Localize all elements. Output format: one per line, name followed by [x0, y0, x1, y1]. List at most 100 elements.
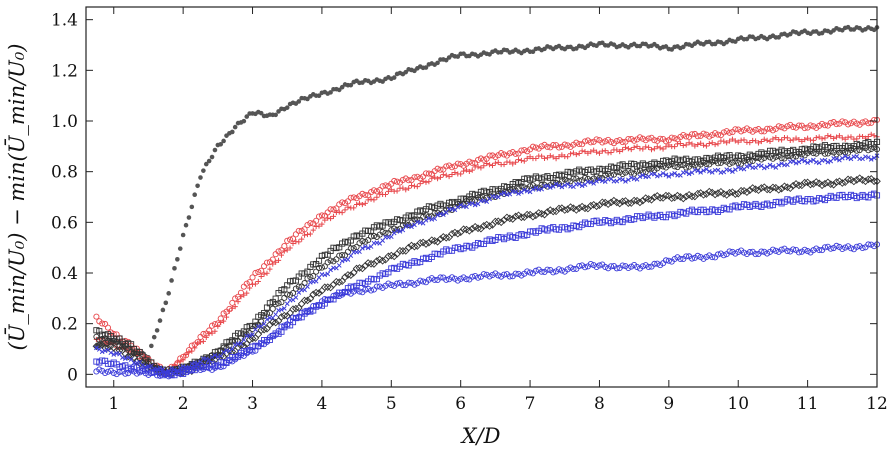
data-point	[795, 181, 803, 190]
data-point	[324, 209, 331, 216]
data-point	[608, 149, 614, 156]
data-point	[478, 165, 484, 171]
data-point	[599, 139, 606, 146]
data-point	[790, 123, 797, 131]
data-point	[110, 337, 117, 344]
data-point	[95, 340, 104, 349]
data-point	[203, 161, 209, 167]
data-point	[284, 237, 291, 244]
data-point	[717, 250, 724, 257]
data-point	[767, 162, 773, 168]
data-point	[453, 229, 462, 238]
data-point	[532, 184, 539, 191]
data-point	[831, 135, 837, 142]
data-point	[370, 232, 378, 240]
data-point	[518, 147, 525, 154]
data-point	[524, 268, 531, 275]
data-point	[547, 153, 553, 159]
data-point	[448, 229, 456, 238]
data-point	[410, 242, 419, 251]
data-point	[505, 214, 514, 223]
data-point	[361, 261, 370, 270]
data-point	[769, 246, 776, 253]
x-axis-label: X/D	[460, 424, 501, 448]
data-point	[759, 163, 764, 169]
data-point	[443, 163, 450, 170]
data-point	[246, 347, 253, 354]
data-point	[226, 308, 232, 314]
data-point	[330, 213, 337, 219]
data-point	[373, 257, 381, 265]
data-point	[266, 309, 273, 316]
data-point	[466, 196, 473, 203]
data-point	[432, 174, 438, 180]
data-point	[842, 153, 848, 159]
data-point	[422, 170, 430, 177]
data-point	[735, 248, 742, 256]
data-point	[289, 290, 297, 297]
data-point	[725, 188, 734, 197]
data-point	[275, 257, 282, 263]
data-point	[469, 273, 476, 280]
data-point	[283, 312, 292, 320]
data-point	[799, 138, 805, 144]
data-point	[703, 160, 710, 168]
data-point	[524, 155, 530, 162]
data-point	[850, 177, 858, 186]
series-3	[93, 138, 881, 377]
data-point	[777, 184, 786, 193]
data-point	[451, 228, 459, 237]
x-tick-label: 7	[525, 394, 536, 414]
data-point	[466, 158, 473, 165]
data-point	[232, 124, 238, 130]
data-point	[652, 171, 657, 177]
data-point	[457, 161, 464, 168]
data-point	[623, 179, 628, 184]
data-point	[405, 279, 412, 286]
data-point	[183, 351, 189, 358]
data-point	[362, 200, 368, 206]
data-point	[688, 161, 696, 168]
data-point	[339, 199, 346, 206]
data-point	[405, 177, 412, 184]
data-point	[388, 187, 394, 193]
data-point	[839, 245, 846, 253]
data-point	[811, 157, 816, 163]
data-point	[518, 157, 524, 164]
data-point	[533, 185, 539, 191]
data-point	[218, 353, 224, 359]
data-point	[252, 322, 259, 329]
data-point	[497, 218, 505, 227]
data-point	[232, 304, 238, 310]
data-point	[726, 248, 733, 255]
data-point	[221, 318, 227, 324]
data-point	[206, 331, 212, 337]
data-point	[452, 169, 458, 176]
data-point	[359, 190, 366, 197]
data-point	[677, 255, 684, 262]
data-point	[645, 135, 652, 142]
data-point	[839, 147, 846, 154]
data-point	[486, 273, 493, 280]
data-point	[362, 244, 368, 250]
data-point	[605, 170, 612, 177]
data-point	[614, 147, 620, 153]
data-point	[328, 267, 333, 273]
data-point	[769, 183, 777, 192]
data-point	[469, 159, 476, 166]
data-point	[463, 276, 470, 283]
data-point	[826, 180, 835, 188]
data-point	[822, 157, 828, 163]
data-point	[637, 174, 643, 179]
data-point	[714, 251, 722, 258]
data-point	[701, 168, 706, 173]
data-point	[683, 164, 690, 171]
data-point	[411, 174, 418, 181]
data-point	[99, 320, 106, 327]
data-point	[394, 178, 401, 185]
data-point	[495, 272, 502, 279]
data-point	[729, 159, 736, 166]
data-point	[367, 259, 375, 268]
data-point	[841, 178, 850, 186]
